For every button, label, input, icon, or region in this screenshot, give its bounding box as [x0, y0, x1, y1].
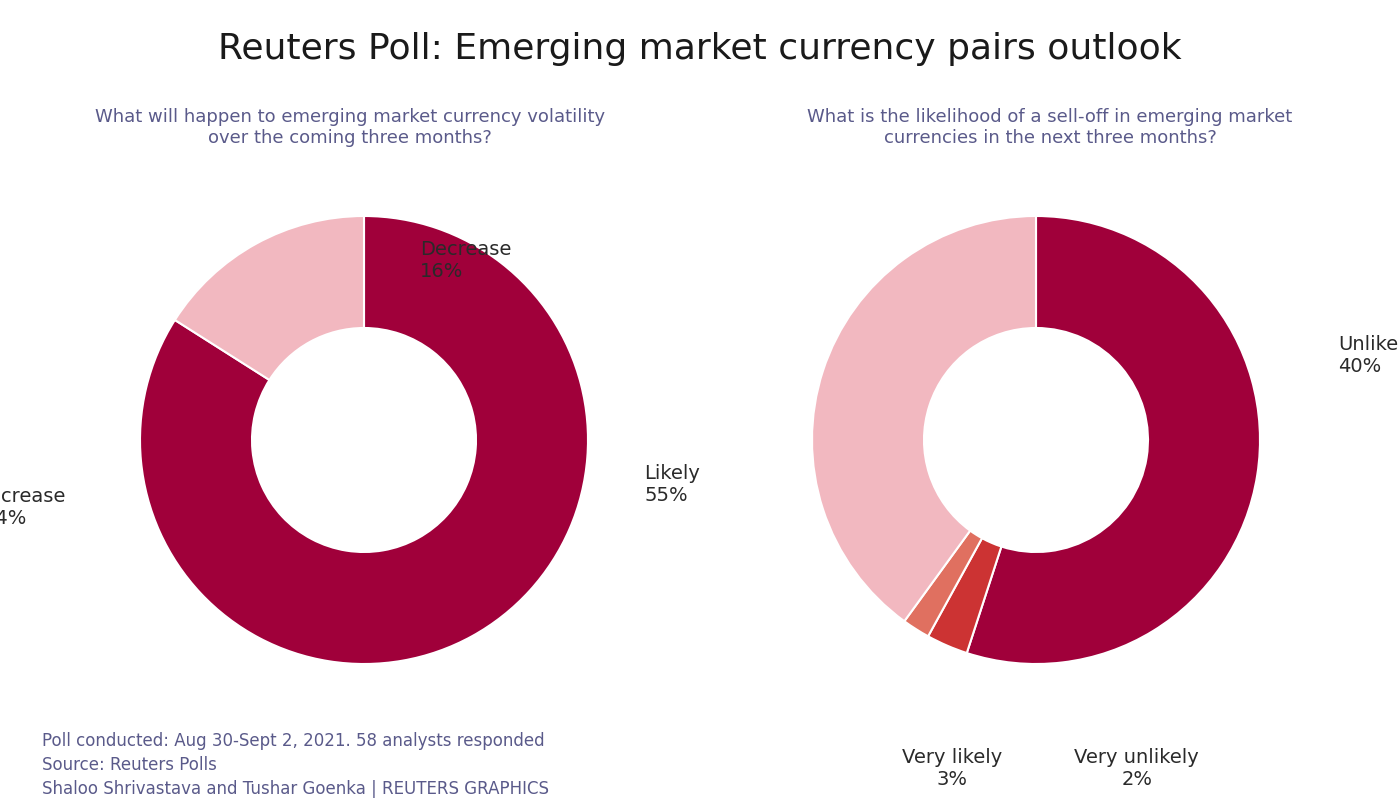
Text: Reuters Poll: Emerging market currency pairs outlook: Reuters Poll: Emerging market currency p…	[218, 32, 1182, 66]
Wedge shape	[812, 216, 1036, 622]
Wedge shape	[175, 216, 364, 380]
Text: Likely
55%: Likely 55%	[644, 464, 700, 506]
Wedge shape	[928, 538, 1001, 653]
Wedge shape	[140, 216, 588, 664]
Text: Source: Reuters Polls: Source: Reuters Polls	[42, 756, 217, 774]
Text: Decrease
16%: Decrease 16%	[420, 240, 511, 282]
Wedge shape	[904, 530, 981, 636]
Text: Unlikely
40%: Unlikely 40%	[1338, 335, 1400, 377]
Text: What will happen to emerging market currency volatility
over the coming three mo: What will happen to emerging market curr…	[95, 108, 605, 146]
Text: Very likely
3%: Very likely 3%	[902, 748, 1002, 789]
Text: Poll conducted: Aug 30-Sept 2, 2021. 58 analysts responded: Poll conducted: Aug 30-Sept 2, 2021. 58 …	[42, 732, 545, 750]
Wedge shape	[967, 216, 1260, 664]
Text: Increase
84%: Increase 84%	[0, 486, 66, 528]
Text: Very unlikely
2%: Very unlikely 2%	[1074, 748, 1200, 789]
Text: Shaloo Shrivastava and Tushar Goenka | REUTERS GRAPHICS: Shaloo Shrivastava and Tushar Goenka | R…	[42, 780, 549, 798]
Text: What is the likelihood of a sell-off in emerging market
currencies in the next t: What is the likelihood of a sell-off in …	[808, 108, 1292, 146]
